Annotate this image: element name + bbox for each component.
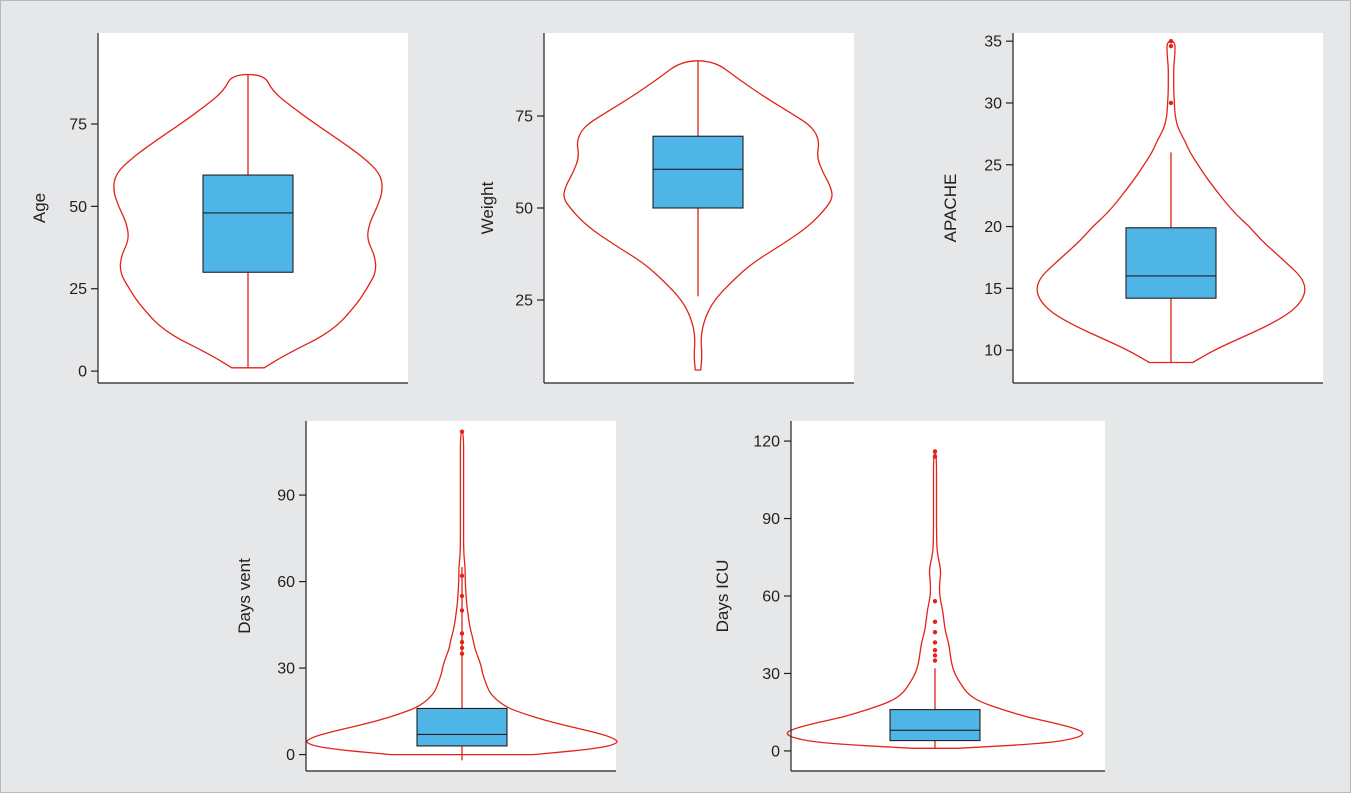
y-tick-label-weight: 75	[515, 108, 533, 125]
y-axis-label-days-vent: Days vent	[235, 558, 254, 634]
outlier-point-apache	[1168, 38, 1174, 44]
y-tick-label-age: 0	[78, 364, 87, 381]
y-tick-label-days-vent: 90	[277, 488, 295, 505]
outlier-point-apache	[1168, 43, 1174, 49]
y-tick-label-weight: 50	[515, 201, 533, 218]
y-tick-label-days-vent: 60	[277, 574, 295, 591]
y-tick-label-apache: 25	[984, 157, 1002, 174]
box-days-icu	[889, 709, 981, 742]
y-tick-label-apache: 15	[984, 281, 1002, 298]
y-tick-label-days-icu: 120	[753, 434, 780, 451]
outlier-point-days-vent	[459, 651, 465, 656]
outlier-point-days-icu	[932, 640, 938, 645]
y-axis-label-age: Age	[30, 193, 49, 223]
outlier-point-days-vent	[459, 429, 465, 434]
outlier-point-days-vent	[459, 645, 465, 651]
outlier-point-apache	[1168, 100, 1174, 106]
box-days-vent	[416, 707, 508, 747]
box-apache	[1125, 227, 1217, 299]
outlier-point-days-vent	[459, 608, 465, 613]
y-tick-label-age: 25	[69, 281, 87, 298]
outlier-point-days-icu	[932, 653, 938, 658]
y-tick-label-days-icu: 30	[762, 666, 780, 683]
y-axis-label-days-icu: Days ICU	[713, 560, 732, 633]
outlier-point-days-icu	[932, 629, 938, 635]
y-axis-label-weight: Weight	[478, 181, 497, 234]
outlier-point-days-vent	[459, 631, 465, 636]
y-tick-label-age: 75	[69, 116, 87, 133]
y-tick-label-apache: 35	[984, 34, 1002, 51]
violin-days-icu	[786, 450, 1084, 749]
outlier-point-days-icu	[932, 619, 938, 625]
box-age	[202, 174, 294, 273]
y-axis-label-apache: APACHE	[941, 174, 960, 243]
y-tick-label-apache: 20	[984, 219, 1002, 236]
y-tick-label-weight: 25	[515, 293, 533, 310]
y-tick-label-days-vent: 30	[277, 661, 295, 678]
violin-apache	[1036, 40, 1306, 364]
outlier-point-days-icu	[932, 449, 938, 454]
y-tick-label-days-vent: 0	[286, 747, 295, 764]
outlier-point-days-icu	[932, 658, 938, 663]
y-tick-label-days-icu: 90	[762, 511, 780, 528]
outlier-point-days-icu	[932, 598, 938, 604]
y-tick-label-apache: 30	[984, 95, 1002, 112]
y-tick-label-days-icu: 0	[771, 743, 780, 760]
box-weight	[652, 135, 744, 209]
outlier-point-days-vent	[459, 573, 465, 579]
y-tick-label-apache: 10	[984, 343, 1002, 360]
violin-age	[113, 73, 383, 369]
violin-weight	[563, 60, 833, 371]
outlier-point-days-vent	[459, 593, 465, 599]
y-tick-label-days-icu: 60	[762, 589, 780, 606]
y-tick-label-age: 50	[69, 199, 87, 216]
outlier-point-days-icu	[932, 454, 938, 459]
outlier-point-days-vent	[459, 639, 465, 645]
violin-days-vent	[306, 431, 618, 756]
outlier-point-days-icu	[932, 648, 938, 653]
